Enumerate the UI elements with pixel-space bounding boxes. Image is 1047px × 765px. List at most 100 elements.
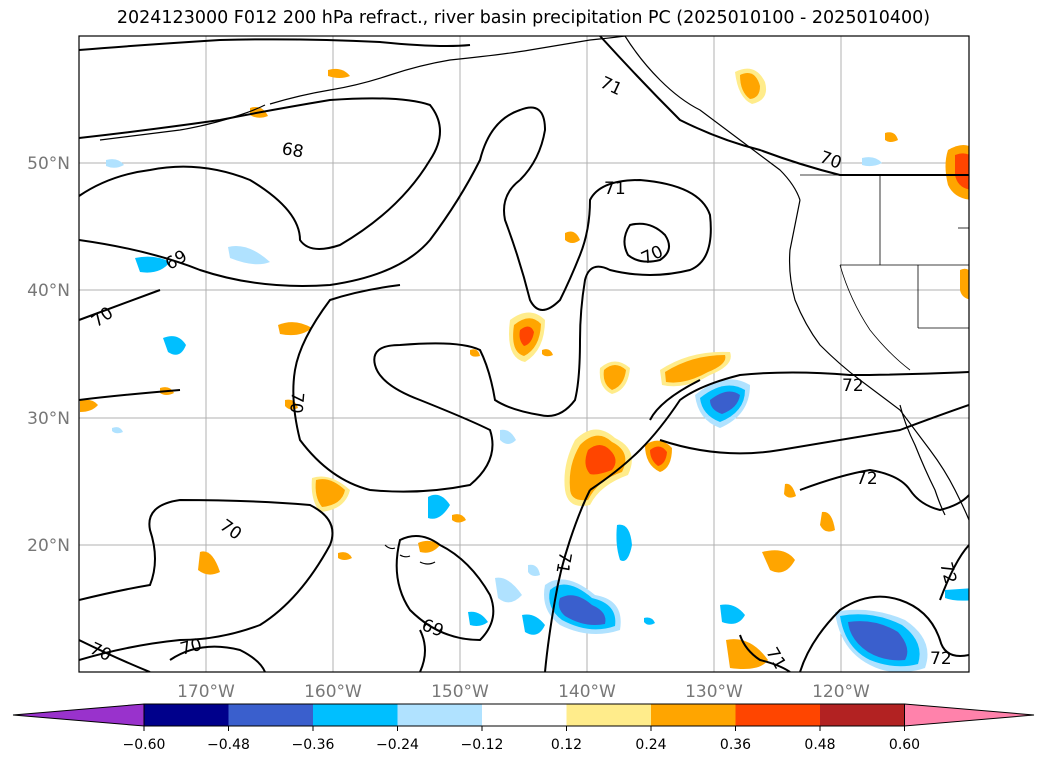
precip-blob [784,483,796,498]
precip-blob [495,577,522,603]
colorbar-segment [228,704,313,726]
precip-blob [665,355,726,383]
precip-blob [603,365,626,390]
contour-line [292,178,712,493]
lon-label-140w: 140°W [558,682,616,702]
precip-blob [740,73,760,99]
precip-blob [500,429,516,444]
precip-blob [452,514,466,523]
colorbar-tick-label: −0.60 [123,737,166,753]
lon-label-160w: 160°W [304,682,362,702]
contour-line [623,222,670,263]
contour-line [79,389,181,401]
colorbar-segment [566,704,651,726]
precip-blob [418,540,440,553]
precip-blob [762,550,795,573]
contour-label: 68 [280,139,305,162]
precip-blob [198,551,220,575]
latitude-labels: 50°N 40°N 30°N 20°N [27,154,70,556]
precip-blob [726,639,768,669]
lon-label-130w: 130°W [685,682,743,702]
colorbar-tick-label: 0.12 [551,737,582,753]
precip-blob [644,617,655,625]
precip-blob [112,427,123,434]
precip-blob [960,268,969,300]
precip-blob [328,68,350,78]
precip-blob [338,552,352,560]
coastlines [99,36,969,565]
contour-label: 70 [285,391,307,414]
refractivity-contours [79,36,969,672]
precip-blob [135,256,170,273]
colorbar-segment [397,704,482,726]
contour-label: 72 [842,376,864,396]
colorbar-segment [313,704,398,726]
precip-blob [278,322,312,336]
colorbar-tick-label: 0.36 [720,737,751,753]
colorbar-segment [144,704,229,726]
colorbar-segment [482,704,567,726]
colorbar-tick-label: −0.24 [376,737,419,753]
precip-blob [945,588,969,601]
contour-line [589,371,969,491]
contour-line [659,404,969,455]
contour-line [544,489,591,672]
contour-label: 71 [551,550,574,575]
contour-line [395,535,495,642]
contour-label: 71 [604,179,626,199]
contour-line [939,544,969,601]
precip-blob [585,445,616,475]
precip-positive-areas [80,68,969,669]
contour-line [739,634,791,672]
contour-line [649,379,701,421]
precip-blob [616,524,632,561]
precip-blob [522,614,545,635]
contour-label: 72 [930,649,952,669]
colorbar-segment [651,704,736,726]
precip-blob [862,157,882,167]
longitude-labels: 170°W 160°W 150°W 140°W 130°W 120°W [177,682,870,702]
contour-line [79,38,471,51]
coastline-alaska [269,36,626,105]
colorbar-tick-label: −0.12 [461,737,504,753]
contour-line [79,639,151,672]
lat-label-40n: 40°N [27,281,70,301]
precip-blob [470,349,480,357]
precip-blob [428,494,450,519]
precip-blob [228,246,270,265]
colorbar-segment [820,704,905,726]
lon-label-120w: 120°W [812,682,870,702]
precip-blob [565,231,580,243]
map-title: 2024123000 F012 200 hPa refract., river … [116,8,931,28]
map-frame [78,35,970,673]
gridlines [79,36,969,672]
lat-label-50n: 50°N [27,154,70,174]
precip-blob [710,391,740,414]
precip-blob [558,595,606,625]
contour-line [79,97,441,250]
contour-line [79,106,547,287]
precip-blob [528,564,540,576]
contour-line [169,645,266,672]
colorbar-segment [735,704,820,726]
colorbar-extend-low [12,703,145,727]
colorbar-tick-label: −0.36 [292,737,335,753]
colorbar-tick-label: 0.60 [889,737,920,753]
coastline-bc [624,36,801,201]
contour-label: 72 [856,469,878,489]
lon-label-150w: 150°W [431,682,489,702]
coastline-hawaii [384,544,436,565]
precip-blob [106,159,124,168]
precip-blob [542,349,553,357]
contour-line [799,468,969,512]
coastline-baja [899,404,946,516]
colorbar-extend-high [904,703,1035,727]
precip-blob [885,132,898,142]
coastline-westcoast [788,199,969,521]
precip-blob [955,153,969,190]
lat-label-30n: 30°N [27,409,70,429]
colorbar-tick-label: −0.48 [207,737,250,753]
lon-label-170w: 170°W [177,682,235,702]
precip-negative-areas [106,157,969,672]
